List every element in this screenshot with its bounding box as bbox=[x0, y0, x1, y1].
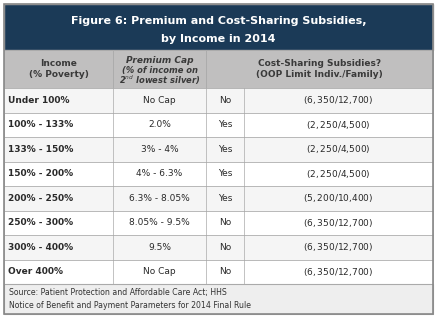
Text: Yes: Yes bbox=[218, 120, 232, 129]
Bar bbox=[4, 235, 433, 259]
Bar bbox=[4, 186, 433, 211]
Text: Source: Patient Protection and Affordable Care Act; HHS
Notice of Benefit and Pa: Source: Patient Protection and Affordabl… bbox=[9, 288, 251, 310]
Text: 250% - 300%: 250% - 300% bbox=[8, 218, 73, 227]
Bar bbox=[4, 259, 433, 284]
Text: Yes: Yes bbox=[218, 169, 232, 178]
Text: Yes: Yes bbox=[218, 194, 232, 203]
Text: No Cap: No Cap bbox=[143, 267, 176, 276]
Text: Yes: Yes bbox=[218, 145, 232, 154]
Text: 300% - 400%: 300% - 400% bbox=[8, 243, 73, 252]
Text: 9.5%: 9.5% bbox=[148, 243, 171, 252]
Bar bbox=[113, 50, 206, 88]
Text: Income
(% Poverty): Income (% Poverty) bbox=[29, 59, 89, 79]
Bar bbox=[4, 162, 433, 186]
Text: Over 400%: Over 400% bbox=[8, 267, 63, 276]
Text: 6.3% - 8.05%: 6.3% - 8.05% bbox=[129, 194, 190, 203]
Text: (% of income on: (% of income on bbox=[121, 66, 198, 75]
Bar bbox=[4, 50, 113, 88]
Text: ($6,350 / $12,700): ($6,350 / $12,700) bbox=[303, 94, 374, 106]
Text: No: No bbox=[219, 218, 231, 227]
Text: Under 100%: Under 100% bbox=[8, 96, 69, 105]
Bar bbox=[4, 4, 433, 50]
Text: 8.05% - 9.5%: 8.05% - 9.5% bbox=[129, 218, 190, 227]
Text: No: No bbox=[219, 243, 231, 252]
Text: 100% - 133%: 100% - 133% bbox=[8, 120, 73, 129]
Text: 2$^{nd}$ lowest silver): 2$^{nd}$ lowest silver) bbox=[119, 74, 200, 87]
Text: ($2,250 / $4,500): ($2,250 / $4,500) bbox=[306, 119, 371, 131]
Text: Figure 6: Premium and Cost-Sharing Subsidies,: Figure 6: Premium and Cost-Sharing Subsi… bbox=[71, 17, 366, 26]
Text: 150% - 200%: 150% - 200% bbox=[8, 169, 73, 178]
Text: 4% - 6.3%: 4% - 6.3% bbox=[136, 169, 183, 178]
Bar bbox=[4, 113, 433, 137]
Text: by Income in 2014: by Income in 2014 bbox=[161, 33, 276, 44]
Text: ($2,250 / $4,500): ($2,250 / $4,500) bbox=[306, 168, 371, 180]
Text: ($6,350 / $12,700): ($6,350 / $12,700) bbox=[303, 217, 374, 229]
Text: 133% - 150%: 133% - 150% bbox=[8, 145, 73, 154]
Text: ($6,350 / $12,700): ($6,350 / $12,700) bbox=[303, 241, 374, 253]
Bar bbox=[206, 50, 433, 88]
Text: 3% - 4%: 3% - 4% bbox=[141, 145, 178, 154]
Bar bbox=[4, 284, 433, 314]
Text: ($5,200 / $10,400): ($5,200 / $10,400) bbox=[303, 192, 374, 204]
Text: 200% - 250%: 200% - 250% bbox=[8, 194, 73, 203]
Text: ($2,250 / $4,500): ($2,250 / $4,500) bbox=[306, 143, 371, 155]
Bar bbox=[4, 137, 433, 162]
Text: ($6,350 / $12,700): ($6,350 / $12,700) bbox=[303, 266, 374, 278]
Text: No Cap: No Cap bbox=[143, 96, 176, 105]
Text: 2.0%: 2.0% bbox=[148, 120, 171, 129]
Bar bbox=[4, 88, 433, 113]
Text: No: No bbox=[219, 267, 231, 276]
Bar bbox=[4, 211, 433, 235]
Text: No: No bbox=[219, 96, 231, 105]
Text: Cost-Sharing Subsidies?
(OOP Limit Indiv./Family): Cost-Sharing Subsidies? (OOP Limit Indiv… bbox=[256, 59, 383, 79]
Text: Premium Cap: Premium Cap bbox=[126, 56, 193, 65]
